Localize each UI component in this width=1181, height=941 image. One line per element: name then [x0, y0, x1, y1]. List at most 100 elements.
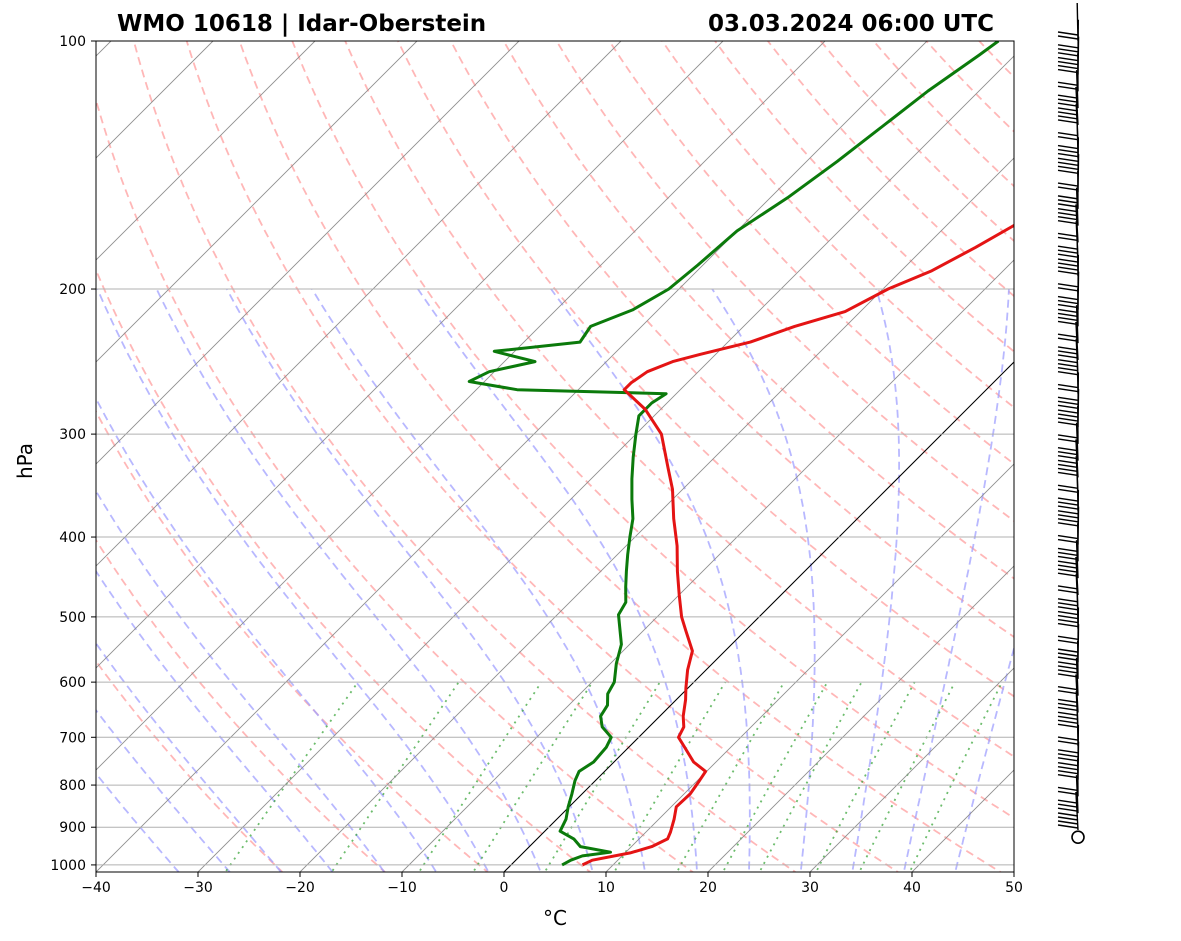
wind-barb-flag [1057, 287, 1079, 292]
wind-barb-flag [1057, 44, 1079, 49]
x-axis-label: °C [543, 906, 567, 930]
wind-barb-flag [1057, 161, 1079, 166]
x-tick-label: −30 [183, 880, 213, 896]
wind-barb [1057, 271, 1080, 310]
wind-barb-flag [1057, 715, 1079, 720]
wind-barb-flag [1057, 786, 1079, 792]
mixing-ratio-line [815, 681, 916, 872]
y-tick-label: 400 [59, 530, 86, 546]
wind-barb-flag [1057, 119, 1079, 124]
wind-barb-flag [1057, 111, 1079, 116]
wind-barb-flag [1057, 698, 1079, 704]
wind-barb-flag [1057, 686, 1079, 691]
wind-barb-flag [1057, 169, 1079, 174]
wind-barb [1057, 86, 1079, 125]
mixing-ratio-line [721, 681, 829, 872]
wind-barb-flag [1057, 505, 1079, 510]
zero-isotherm-line [503, 361, 1014, 872]
mixing-ratio-line [675, 681, 785, 872]
wind-barb-flag [1057, 404, 1079, 410]
mixing-ratio-line [613, 681, 726, 872]
wind-barb-flag [1057, 98, 1079, 103]
wind-barb-flag [1057, 333, 1079, 338]
mixing-ratio-line [908, 681, 1003, 872]
wind-barb-flag [1057, 711, 1079, 716]
wind-barb-flag [1057, 102, 1079, 107]
chart-grid [0, 41, 1181, 882]
wind-barb-flag [1057, 538, 1079, 544]
wind-barb-flag [1057, 31, 1079, 36]
wind-barb-flag [1057, 488, 1079, 493]
wind-barb-flag [1057, 803, 1079, 808]
wind-barb-flag [1057, 790, 1079, 796]
wind-barb [1057, 305, 1079, 344]
wind-barb-flag [1057, 564, 1079, 569]
wind-barb-flag [1057, 363, 1079, 368]
wind-barb-flag [1057, 68, 1079, 74]
moist-adiabat-line [96, 489, 386, 872]
wind-barb-flag [1057, 450, 1079, 456]
dry-adiabat-line [1085, 41, 1181, 882]
wind-barb-flag [1057, 598, 1079, 603]
wind-barb-flag [1057, 614, 1079, 620]
wind-barb-flag [1057, 421, 1079, 426]
dry-adiabat-line [96, 409, 489, 872]
wind-barb-flag [1057, 56, 1079, 62]
wind-barb-flag [1057, 618, 1079, 624]
wind-barb [1057, 523, 1079, 562]
wind-barb-flag [1057, 400, 1079, 406]
wind-barb-flag [1057, 551, 1079, 557]
wind-barb-flag [1057, 85, 1079, 91]
wind-barb-flag [1057, 635, 1079, 641]
wind-barb-flag [1057, 354, 1079, 359]
wind-barb-flag [1057, 413, 1079, 418]
wind-barb-flag [1057, 367, 1079, 372]
temperature-line [581, 223, 1014, 867]
dry-adiabat-line [132, 41, 797, 872]
chart-title-left: WMO 10618 | Idar-Oberstein [117, 11, 486, 37]
wind-barb-flag [1057, 501, 1079, 506]
wind-barb-flag [1057, 219, 1079, 225]
isotherm-line [605, 463, 1014, 872]
wind-barb [1057, 775, 1079, 814]
wind-barb-flag [1057, 824, 1079, 829]
wind-barb-flag [1057, 673, 1079, 678]
wind-barb-flag [1057, 749, 1079, 754]
wind-barb-flag [1057, 622, 1079, 628]
wind-barb-flag [1057, 706, 1079, 712]
wind-barb [1057, 288, 1079, 327]
wind-barb [1057, 590, 1079, 629]
x-tick-label: 30 [801, 880, 819, 896]
mixing-ratio-line [858, 681, 956, 872]
dry-adiabat-line [96, 538, 387, 872]
moist-adiabat-line [96, 288, 490, 872]
wind-barbs [1057, 2, 1085, 844]
isotherm-line [401, 259, 1014, 872]
x-tick-label: 20 [699, 880, 717, 896]
wind-barb [1057, 170, 1079, 209]
y-tick-label: 100 [59, 34, 86, 50]
moist-adiabat-line [417, 288, 698, 872]
chart-profiles [467, 41, 1014, 867]
dry-adiabat-line [238, 41, 1003, 872]
isotherm-line [96, 41, 826, 771]
dry-adiabat-line [344, 41, 1014, 758]
wind-barb-flag [1057, 639, 1079, 645]
dry-adiabat-line [185, 41, 900, 872]
wind-barb-flag [1057, 346, 1079, 351]
wind-barb-flag [1057, 165, 1079, 170]
isotherm-line [809, 667, 1014, 872]
wind-barb [1057, 422, 1079, 461]
wind-barb-flag [1057, 572, 1079, 577]
wind-barb-flag [1057, 107, 1079, 112]
moist-adiabat-line [311, 288, 646, 872]
wind-barb-flag [1057, 258, 1079, 263]
chart-title-right: 03.03.2024 06:00 UTC [708, 11, 994, 37]
wind-barb-flag [1057, 816, 1079, 821]
wind-barb-flag [1057, 555, 1079, 561]
isotherm-line [0, 41, 9, 872]
wind-barb-flag [1057, 299, 1079, 305]
wind-barb-flag [1057, 245, 1079, 250]
moist-adiabat-line [96, 569, 334, 872]
